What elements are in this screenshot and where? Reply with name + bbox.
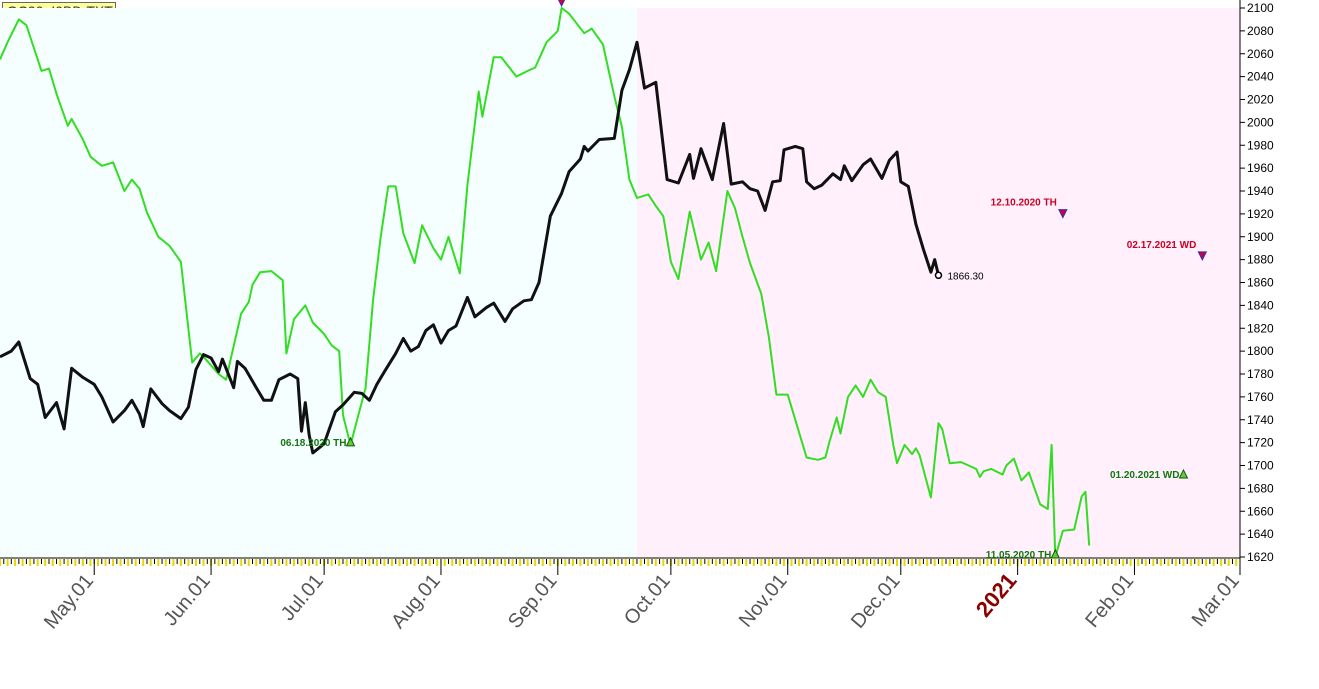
y-tick-label: 1760 xyxy=(1247,390,1274,404)
y-tick-label: 2060 xyxy=(1247,47,1274,61)
future-region xyxy=(636,8,1240,557)
y-tick-label: 2080 xyxy=(1247,24,1274,38)
x-month-label: Dec.01 xyxy=(847,570,905,633)
x-month-label: May.01 xyxy=(40,570,98,633)
x-year-label: 2021 xyxy=(971,568,1022,622)
low-annotation: 01.20.2021 WD xyxy=(1110,470,1180,481)
x-month-label: Sep.01 xyxy=(504,570,562,633)
y-tick-label: 1720 xyxy=(1247,436,1274,450)
x-month-label: Jun.01 xyxy=(159,570,214,630)
x-month-label: Mar.01 xyxy=(1188,570,1244,631)
low-annotation: 06.18.2020 TH xyxy=(280,438,346,449)
high-annotation: 12.10.2020 TH xyxy=(991,198,1057,209)
y-tick-label: 1700 xyxy=(1247,459,1274,473)
high-annotation: 02.17.2021 WD xyxy=(1127,240,1197,251)
y-tick-label: 1880 xyxy=(1247,253,1274,267)
past-region xyxy=(0,8,637,557)
y-tick-label: 1660 xyxy=(1247,504,1274,518)
y-axis-labels: 1620 1640 1660 1680 1700 1720 1740 1760 1780 1800… xyxy=(1240,1,1274,564)
x-month-label: Nov.01 xyxy=(735,570,792,632)
high-marker xyxy=(1058,209,1068,219)
y-tick-label: 1980 xyxy=(1247,138,1274,152)
y-gridlines xyxy=(0,0,1241,569)
y-tick-label: 1940 xyxy=(1247,184,1274,198)
y-tick-label: 1620 xyxy=(1247,550,1274,564)
last-value-label: 1866.30 xyxy=(947,271,984,282)
high-marker xyxy=(1197,251,1208,262)
x-month-label: Feb.01 xyxy=(1081,570,1138,632)
chart-regions xyxy=(0,8,1240,557)
x-axis-labels: May.01 Jun.01 Jul.01 Aug.01 Sep.01 Oct.01 Nov.… xyxy=(40,559,1244,633)
y-tick-label: 2040 xyxy=(1247,70,1274,84)
black-series-line xyxy=(0,40,940,455)
x-month-label: Oct.01 xyxy=(620,570,675,629)
y-tick-label: 1780 xyxy=(1247,367,1274,381)
y-tick-label: 2020 xyxy=(1247,93,1274,107)
y-tick-label: 1820 xyxy=(1247,321,1274,335)
x-month-label: Jul.01 xyxy=(277,570,328,625)
y-tick-label: 1800 xyxy=(1247,344,1274,358)
y-tick-label: 1920 xyxy=(1247,207,1274,221)
x-axis-ticks xyxy=(0,559,1241,566)
y-tick-label: 1900 xyxy=(1247,230,1274,244)
low-marker xyxy=(345,436,356,447)
low-marker xyxy=(1178,468,1189,479)
y-tick-label: 1860 xyxy=(1247,276,1274,290)
y-tick-label: 1680 xyxy=(1247,481,1274,495)
y-tick-label: 2100 xyxy=(1247,1,1274,15)
y-tick-label: 1740 xyxy=(1247,413,1274,427)
y-tick-label: 1640 xyxy=(1247,527,1274,541)
high-marker xyxy=(558,0,566,8)
last-value-marker xyxy=(934,271,943,280)
series-lines: 1866.30 xyxy=(0,7,1091,558)
y-tick-label: 1960 xyxy=(1247,161,1274,175)
low-annotation: 11.05.2020 TH xyxy=(986,550,1052,561)
y-tick-label: 1840 xyxy=(1247,298,1274,312)
x-month-label: Aug.01 xyxy=(387,570,445,633)
green-series-line xyxy=(0,7,1091,558)
low-marker xyxy=(1050,548,1061,559)
y-tick-label: 2000 xyxy=(1247,115,1274,129)
